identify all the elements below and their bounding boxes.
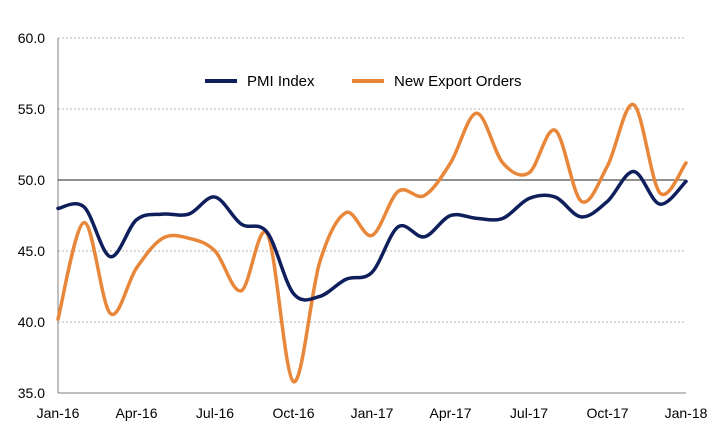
x-tick-label: Jan-18 [665,405,708,421]
y-tick-label: 40.0 [18,314,45,330]
legend-label-pmi-index: PMI Index [247,73,315,90]
series-lines [56,102,688,384]
x-tick-label: Jan-17 [351,405,394,421]
legend: PMI Index New Export Orders [205,73,522,90]
y-tick-label: 45.0 [18,243,45,259]
y-tick-label: 50.0 [18,172,45,188]
y-tick-label: 60.0 [18,30,45,46]
y-tick-label: 35.0 [18,385,45,401]
x-tick-label: Jul-16 [196,405,234,421]
series-line-pmi-index [56,169,688,302]
x-tick-label: Oct-16 [272,405,314,421]
x-axis-ticks: Jan-16 Apr-16 Jul-16 Oct-16 Jan-17 Apr-17 Jul-… [37,405,708,421]
x-tick-label: Oct-17 [586,405,628,421]
x-tick-label: Apr-16 [115,405,157,421]
x-tick-label: Jan-16 [37,405,80,421]
y-tick-label: 55.0 [18,101,45,117]
y-axis-ticks: 35.0 40.0 45.0 50.0 55.0 60.0 [18,30,45,401]
x-tick-label: Apr-17 [429,405,471,421]
series-line-new-export-orders [56,102,688,384]
legend-label-new-export-orders: New Export Orders [394,73,522,90]
x-tick-label: Jul-17 [510,405,548,421]
